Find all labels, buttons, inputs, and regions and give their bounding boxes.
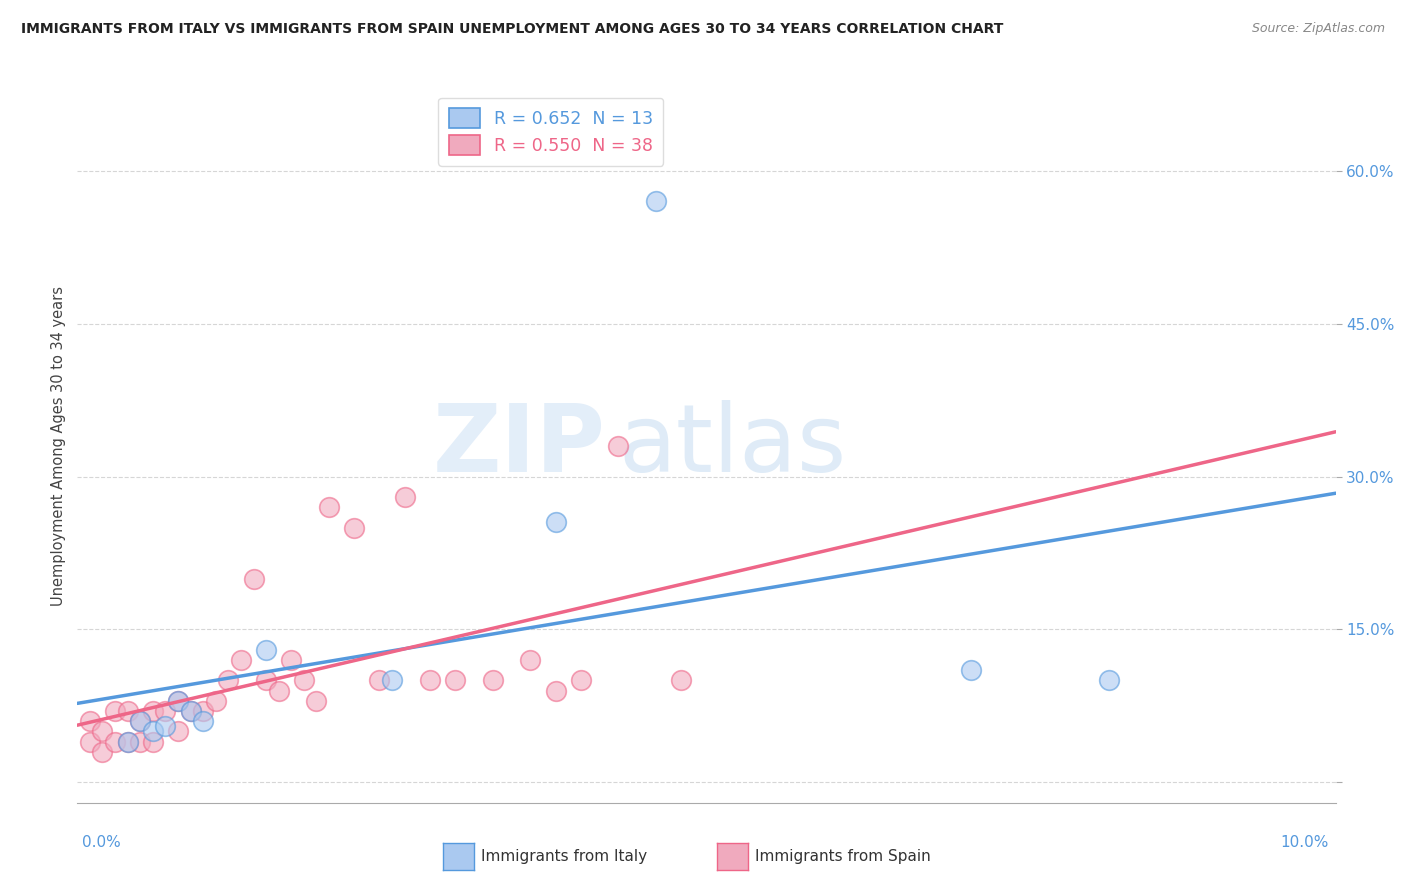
Point (91, 745, 114, 759)
Text: Source: ZipAtlas.com: Source: ZipAtlas.com (1251, 22, 1385, 36)
Point (142, 734, 165, 748)
Point (343, 520, 366, 534)
Point (129, 714, 152, 729)
Point (242, 572, 264, 586)
Y-axis label: Unemployment Among Ages 30 to 34 years: Unemployment Among Ages 30 to 34 years (51, 286, 66, 606)
Point (180, 704, 202, 718)
Point (129, 734, 152, 748)
Point (519, 653, 541, 667)
Point (368, 673, 391, 688)
Point (394, 490, 416, 504)
Point (381, 673, 404, 688)
Point (254, 643, 277, 657)
Text: Immigrants from Italy: Immigrants from Italy (481, 849, 647, 863)
Point (254, 673, 277, 688)
Text: 0.0%: 0.0% (82, 836, 121, 850)
Point (305, 694, 328, 708)
Point (155, 719, 177, 733)
Point (180, 704, 202, 718)
Point (167, 724, 190, 739)
Text: atlas: atlas (619, 400, 846, 492)
Point (79, 734, 101, 748)
Text: Immigrants from Spain: Immigrants from Spain (755, 849, 931, 863)
Point (117, 734, 139, 748)
Point (481, 673, 503, 688)
Point (142, 704, 165, 718)
Point (959, 663, 981, 677)
Legend: R = 0.652  N = 13, R = 0.550  N = 38: R = 0.652 N = 13, R = 0.550 N = 38 (439, 98, 664, 166)
Point (217, 673, 239, 688)
Point (104, 704, 127, 718)
Point (544, 516, 567, 530)
Point (79, 714, 101, 729)
Point (569, 673, 592, 688)
Point (444, 673, 467, 688)
Point (267, 683, 290, 698)
Point (104, 734, 127, 748)
Point (292, 673, 315, 688)
Point (142, 724, 165, 739)
Point (117, 704, 139, 718)
Point (129, 714, 152, 729)
Point (607, 439, 630, 453)
Point (167, 694, 190, 708)
Point (229, 653, 252, 667)
Point (117, 734, 139, 748)
Text: IMMIGRANTS FROM ITALY VS IMMIGRANTS FROM SPAIN UNEMPLOYMENT AMONG AGES 30 TO 34 : IMMIGRANTS FROM ITALY VS IMMIGRANTS FROM… (21, 22, 1004, 37)
Point (645, 194, 668, 209)
Text: 10.0%: 10.0% (1281, 836, 1329, 850)
Point (191, 704, 215, 718)
Point (155, 704, 177, 718)
Point (671, 673, 693, 688)
Point (91, 724, 114, 739)
Point (191, 714, 215, 729)
Point (167, 694, 190, 708)
Point (280, 653, 302, 667)
Text: ZIP: ZIP (433, 400, 606, 492)
Point (204, 694, 226, 708)
Point (419, 673, 441, 688)
Point (544, 683, 567, 698)
Point (1098, 673, 1121, 688)
Point (318, 500, 340, 515)
